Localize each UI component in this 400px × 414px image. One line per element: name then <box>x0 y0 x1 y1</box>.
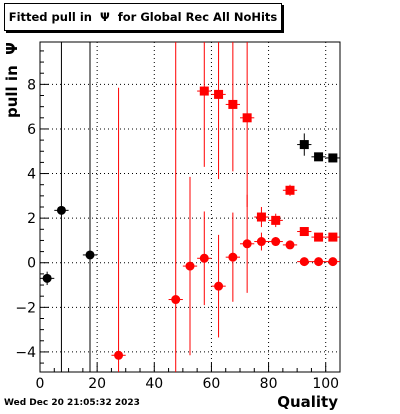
axes: 0 20 40 60 80 100 −4 −2 0 2 4 6 8 <box>15 50 341 392</box>
timestamp: Wed Dec 20 21:05:32 2023 <box>4 398 140 408</box>
x-tick-label: 60 <box>203 376 221 392</box>
x-tick-label: 40 <box>145 376 163 392</box>
circle-marker <box>56 205 66 215</box>
circle-marker <box>242 239 252 249</box>
x-tick-label: 100 <box>312 376 339 392</box>
circle-marker <box>228 252 238 262</box>
chart-title: Fitted pull in Ψ for Global Rec All NoHi… <box>4 3 282 31</box>
y-tick-label: 4 <box>27 167 36 183</box>
circle-marker <box>214 281 224 291</box>
y-axis-label: pull in Ψ <box>3 42 21 118</box>
square-marker <box>328 232 338 242</box>
y-tick-label: 8 <box>27 77 36 93</box>
square-marker <box>256 212 266 222</box>
y-tick-label: 0 <box>27 256 36 272</box>
data-marks <box>40 42 340 372</box>
square-marker <box>271 215 281 225</box>
circle-marker <box>314 257 324 267</box>
circle-marker <box>85 250 95 260</box>
square-marker <box>214 89 224 99</box>
square-marker <box>314 232 324 242</box>
circle-marker <box>328 257 338 267</box>
circle-marker <box>299 257 309 267</box>
circle-marker <box>185 261 195 271</box>
y-tick-label: 2 <box>27 211 36 227</box>
circle-marker <box>42 273 52 283</box>
circle-marker <box>256 237 266 247</box>
x-tick-label: 20 <box>88 376 106 392</box>
square-marker <box>228 99 238 109</box>
x-tick-label: 80 <box>260 376 278 392</box>
circle-marker <box>199 253 209 263</box>
circle-marker <box>114 350 124 360</box>
y-tick-label: 6 <box>27 122 36 138</box>
square-marker <box>299 140 309 150</box>
x-axis-label: Quality <box>277 393 338 411</box>
square-marker <box>242 113 252 123</box>
square-marker <box>199 86 209 96</box>
circle-marker <box>171 295 181 305</box>
square-marker <box>328 153 338 163</box>
square-marker <box>314 152 324 162</box>
square-marker <box>285 185 295 195</box>
circle-marker <box>271 237 281 247</box>
x-tick-label: 0 <box>36 376 45 392</box>
square-marker <box>299 227 309 237</box>
circle-marker <box>285 240 295 250</box>
y-tick-label: −2 <box>15 300 36 316</box>
y-tick-label: −4 <box>15 345 36 361</box>
